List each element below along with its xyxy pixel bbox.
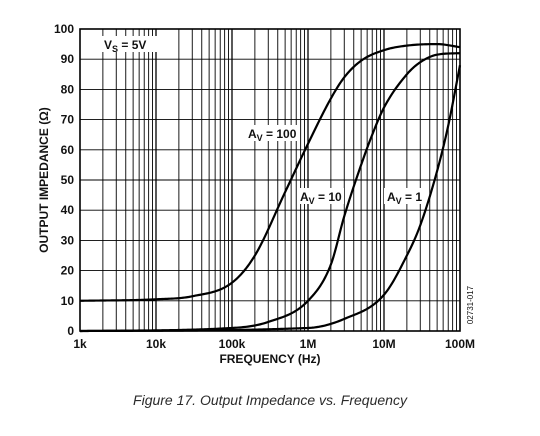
y-tick-label: 30 (61, 233, 75, 247)
x-axis-title: FREQUENCY (Hz) (219, 352, 320, 366)
y-tick-label: 40 (61, 203, 75, 217)
y-tick-label: 20 (61, 264, 75, 278)
series-line-3 (79, 65, 462, 333)
output-impedance-chart: 1k 10k 100k 1M 10M 100M 0 10 20 30 40 50 60 70 80 90 100… (37, 22, 475, 366)
av1-label-background (384, 188, 426, 204)
series-line-1 (79, 43, 461, 302)
x-tick-label: 100k (219, 337, 246, 351)
y-tick-label: 50 (61, 173, 75, 187)
figure-id: 02731-017 (466, 285, 475, 324)
annotation-av10: AV = 10 (300, 190, 342, 206)
x-tick-label: 10M (372, 337, 395, 351)
y-tick-label: 0 (67, 324, 74, 338)
y-tick-label: 100 (54, 22, 74, 36)
y-tick-label: 80 (61, 82, 75, 96)
annotation-vs: VS = 5V (104, 38, 146, 54)
x-tick-label: 10k (146, 337, 166, 351)
x-tick-label: 1k (73, 337, 87, 351)
annotation-av100: AV = 100 (248, 127, 297, 143)
y-tick-label: 10 (61, 294, 75, 308)
y-tick-label: 70 (61, 113, 75, 127)
y-axis-title: OUTPUT IMPEDANCE (Ω) (37, 107, 51, 253)
x-tick-label: 1M (300, 337, 317, 351)
av10-label-background (298, 188, 344, 204)
figure-caption: Figure 17. Output Impedance vs. Frequenc… (133, 392, 407, 408)
plot-frame (79, 28, 461, 332)
series-lines (79, 43, 462, 333)
x-tick-label: 100M (445, 337, 475, 351)
annotation-av1: AV = 1 (387, 190, 422, 206)
av100-label-background (246, 125, 299, 141)
y-tick-label: 60 (61, 143, 75, 157)
grid-lines (80, 29, 460, 331)
vs-label-background (101, 36, 159, 52)
tick-labels: 1k 10k 100k 1M 10M 100M 0 10 20 30 40 50 60 70 80 90 100 (54, 22, 475, 351)
y-tick-label: 90 (61, 52, 75, 66)
